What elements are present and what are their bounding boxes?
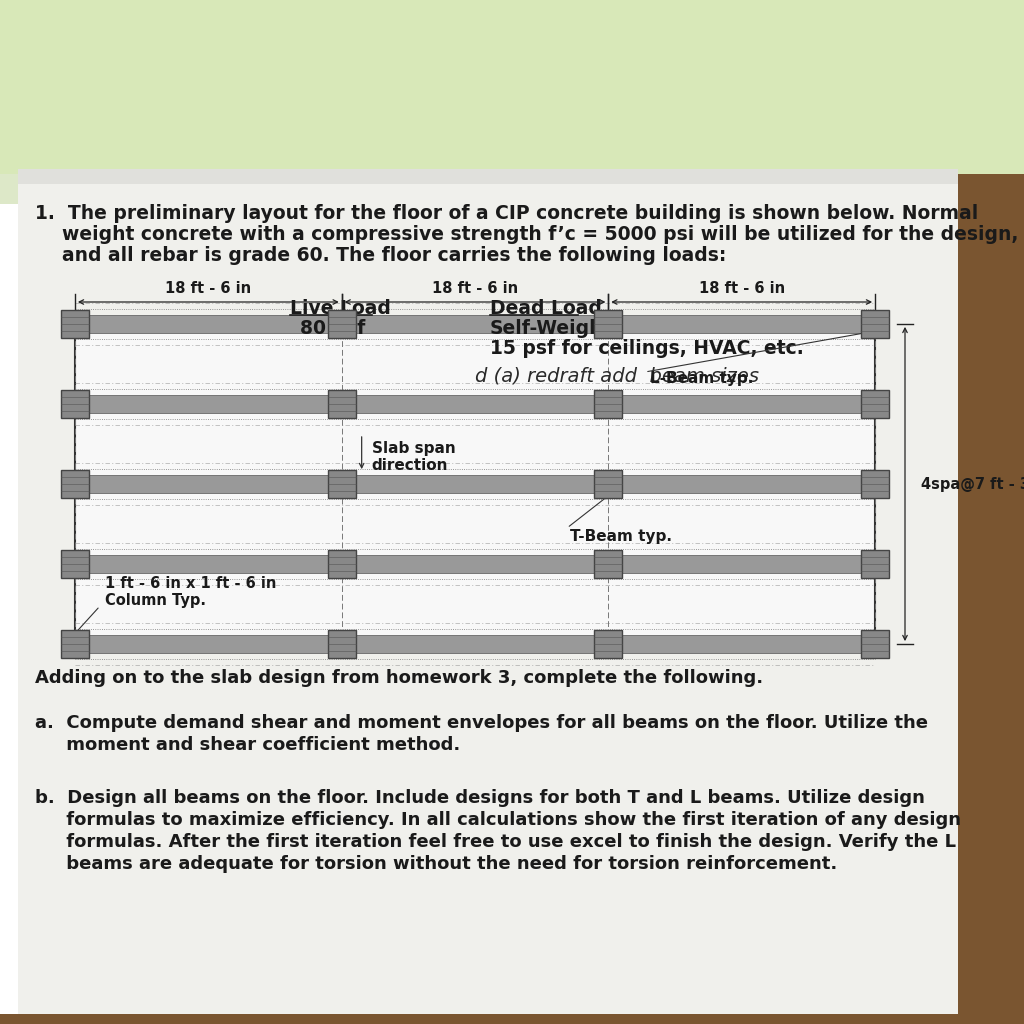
Text: Dead Load: Dead Load [490,299,602,317]
Bar [75,635,874,653]
Text: Live Load: Live Load [290,299,391,317]
Bar [328,470,355,498]
Text: Self-Weight: Self-Weight [490,318,612,338]
Text: a.  Compute demand shear and moment envelopes for all beams on the floor. Utiliz: a. Compute demand shear and moment envel… [35,714,928,732]
Text: Column Typ.: Column Typ. [105,594,206,608]
Bar [861,630,889,658]
Bar [75,555,874,573]
Text: 18 ft - 6 in: 18 ft - 6 in [698,281,784,296]
Text: weight concrete with a compressive strength f’c = 5000 psi will be utilized for : weight concrete with a compressive stren… [62,225,1019,244]
Text: direction: direction [372,458,449,472]
Text: formulas to maximize efficiency. In all calculations show the first iteration of: formulas to maximize efficiency. In all … [35,811,961,829]
Bar [958,174,1024,1014]
Bar [61,550,89,578]
Text: 4spa@7 ft - 3¾ in: 4spa@7 ft - 3¾ in [921,476,1024,492]
Bar [18,169,958,184]
Bar [75,324,874,644]
Text: 18 ft - 6 in: 18 ft - 6 in [165,281,252,296]
Text: b.  Design all beams on the floor. Include designs for both T and L beams. Utili: b. Design all beams on the floor. Includ… [35,790,925,807]
Bar [18,174,958,1014]
Text: formulas. After the first iteration feel free to use excel to finish the design.: formulas. After the first iteration feel… [35,833,956,851]
Bar [861,310,889,338]
Text: 80 psf: 80 psf [300,318,366,338]
Bar [61,470,89,498]
Bar [328,630,355,658]
Bar [594,550,623,578]
Text: Slab span: Slab span [372,440,456,456]
Text: 18 ft - 6 in: 18 ft - 6 in [432,281,518,296]
Text: Adding on to the slab design from homework 3, complete the following.: Adding on to the slab design from homewo… [35,669,763,687]
Bar [594,630,623,658]
Bar [594,310,623,338]
Bar [861,550,889,578]
Bar [594,390,623,418]
Bar [75,395,874,413]
Bar [75,475,874,493]
Text: beams are adequate for torsion without the need for torsion reinforcement.: beams are adequate for torsion without t… [35,855,838,873]
Text: 15 psf for ceilings, HVAC, etc.: 15 psf for ceilings, HVAC, etc. [490,340,804,358]
Bar [61,310,89,338]
Text: T-Beam typ.: T-Beam typ. [570,528,672,544]
Bar [328,390,355,418]
Bar [594,470,623,498]
Text: L-Beam typ.: L-Beam typ. [650,372,754,386]
Bar [328,550,355,578]
Text: and all rebar is grade 60. The floor carries the following loads:: and all rebar is grade 60. The floor car… [62,246,726,265]
Bar [0,0,1024,204]
Text: 1.  The preliminary layout for the floor of a CIP concrete building is shown bel: 1. The preliminary layout for the floor … [35,204,978,223]
Bar [861,470,889,498]
Bar [61,630,89,658]
Text: d (a) redraft add  beam sizes: d (a) redraft add beam sizes [475,367,759,385]
Bar [61,390,89,418]
Bar [0,0,1024,174]
Bar [0,1014,1024,1024]
Bar [328,310,355,338]
Text: moment and shear coefficient method.: moment and shear coefficient method. [35,736,460,754]
Bar [861,390,889,418]
Text: 1 ft - 6 in x 1 ft - 6 in: 1 ft - 6 in x 1 ft - 6 in [105,577,276,592]
Bar [75,315,874,333]
